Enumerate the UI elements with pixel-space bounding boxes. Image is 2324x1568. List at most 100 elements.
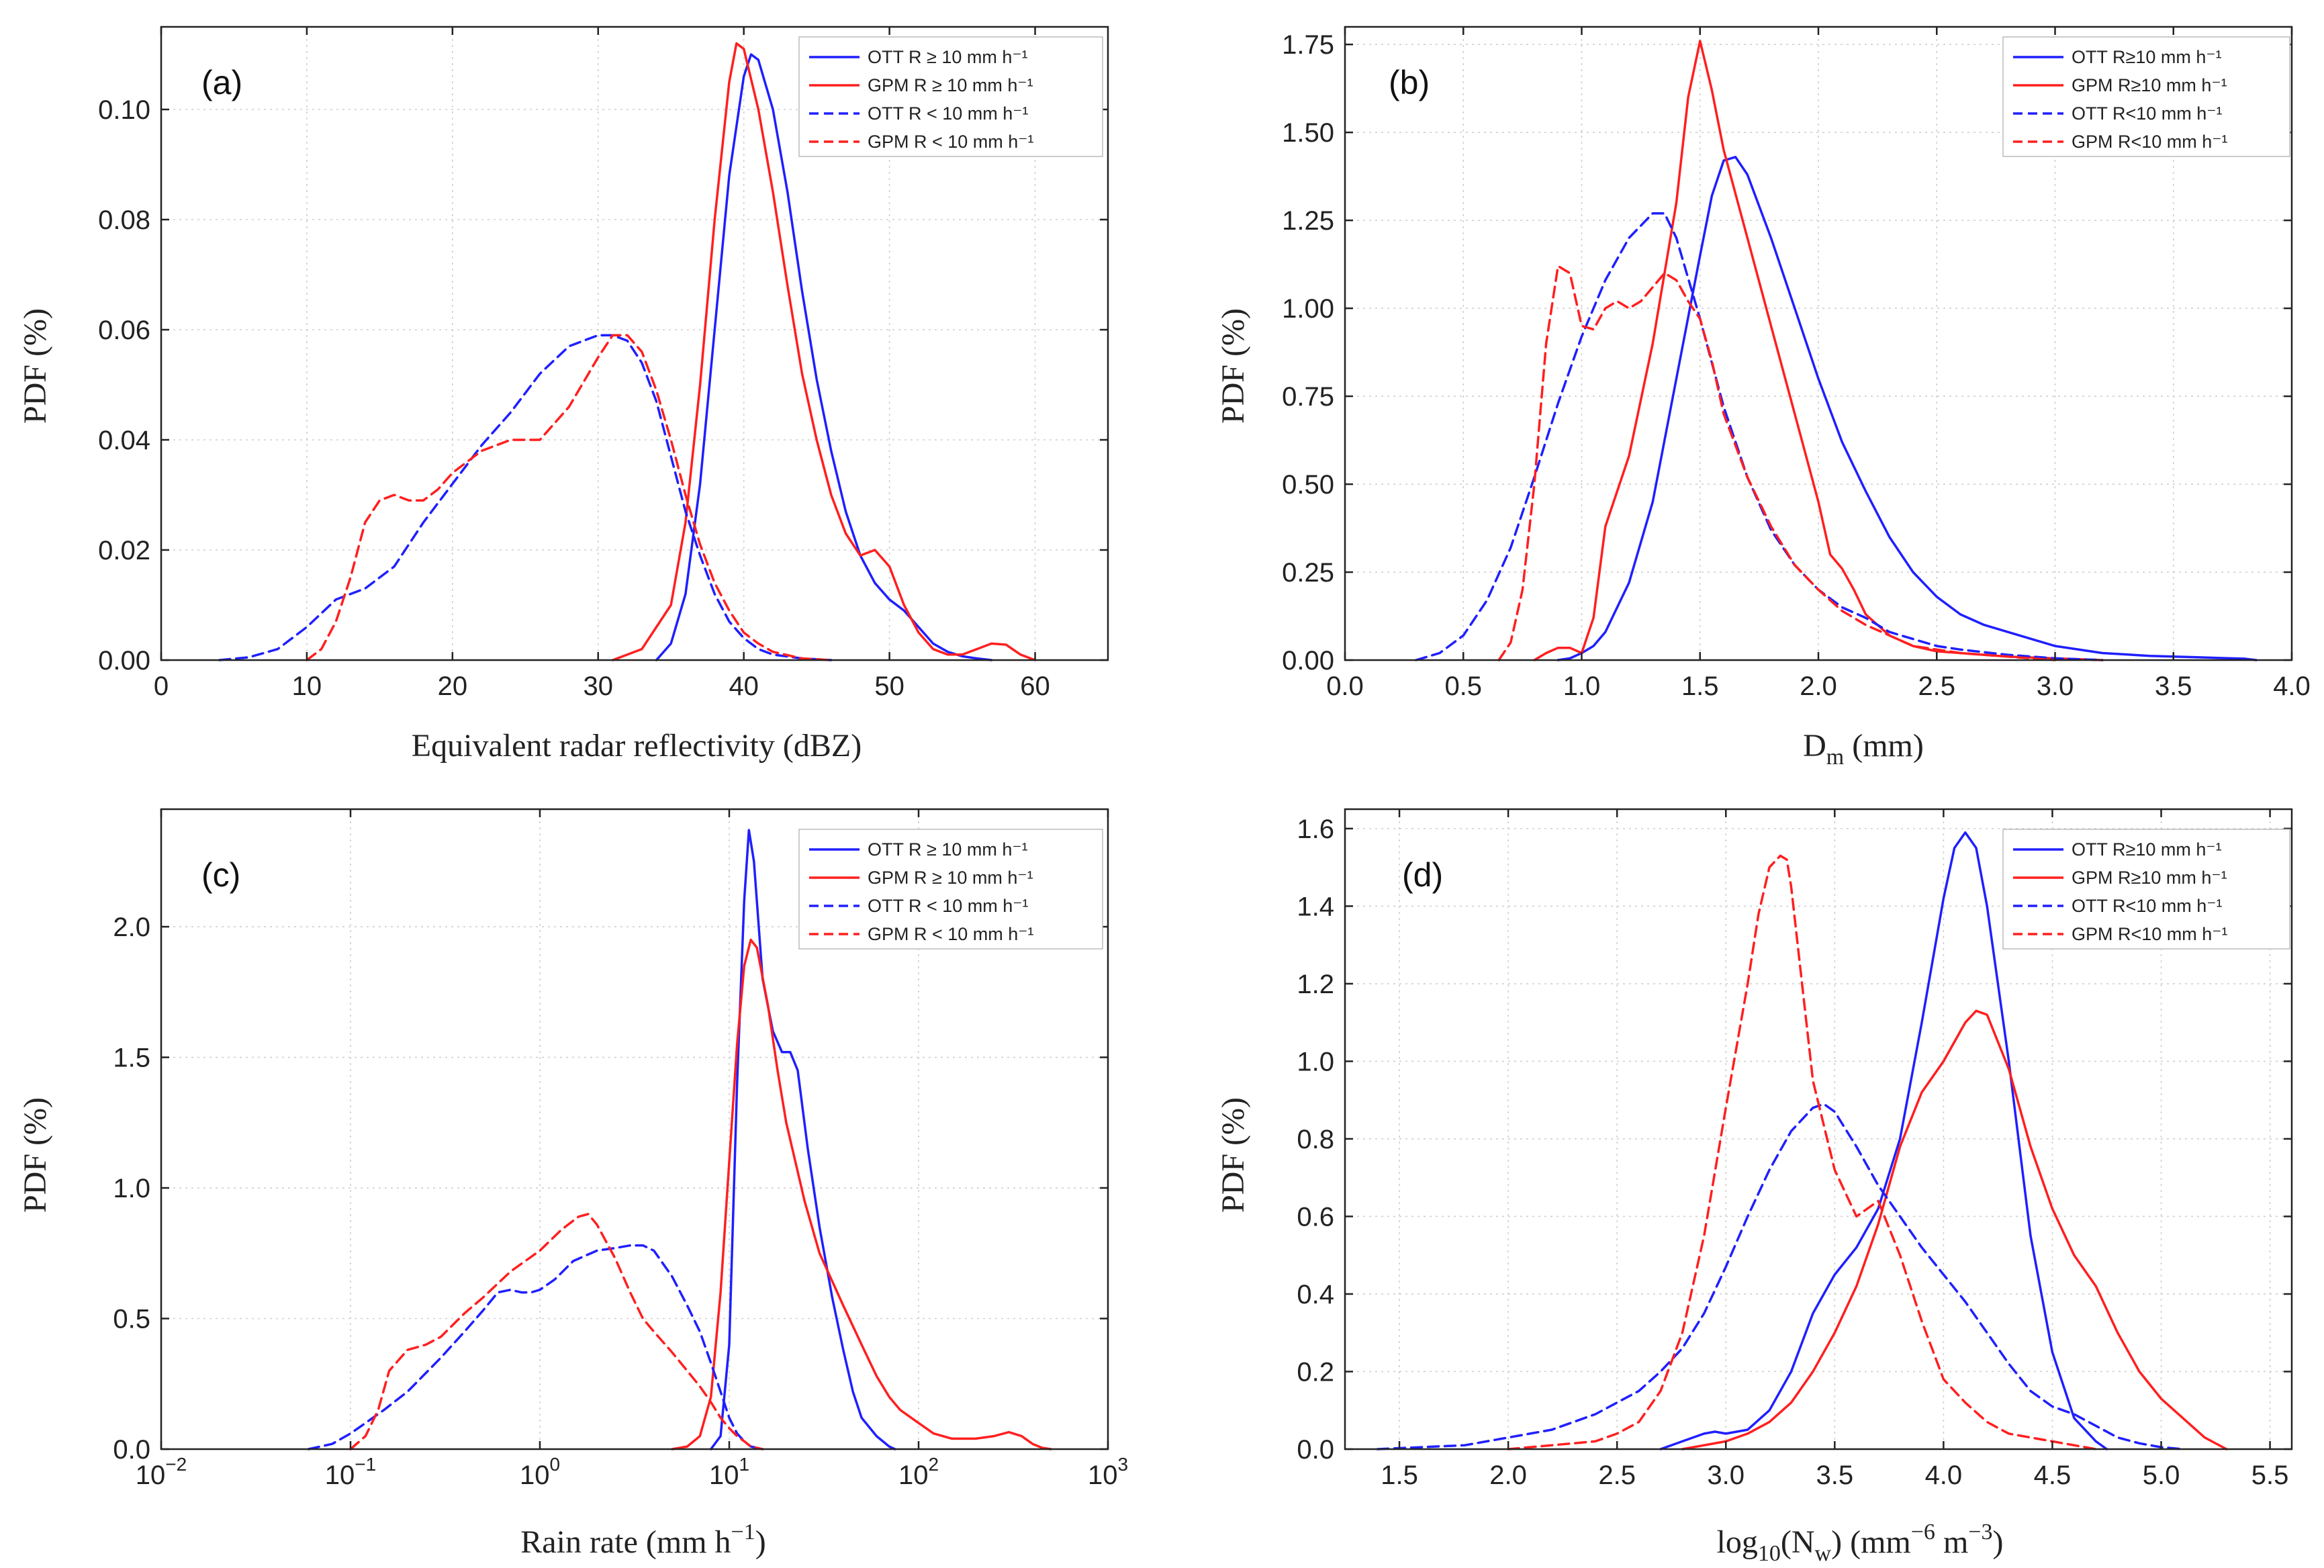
x-tick-label: 1.0 — [1563, 672, 1601, 701]
x-tick-label-exponent: 0 — [549, 1454, 560, 1475]
x-tick-label: 10 — [292, 672, 322, 701]
x-tick-label: 50 — [874, 672, 904, 701]
x-tick-label: 1.5 — [1381, 1461, 1418, 1490]
series-line-c-1 — [671, 938, 1052, 1450]
xlabel-d-part-mm: ) (mm — [1831, 1524, 1911, 1560]
xlabel-c-main: Rain rate (mm h — [520, 1524, 731, 1560]
legend-label-d-1: GPM R≥10 mm h⁻¹ — [2072, 868, 2227, 888]
x-tick-label: 101 — [709, 1454, 749, 1490]
xlabel-d-part-close: ) — [1992, 1524, 2003, 1560]
panel-label-a: (a) — [201, 64, 242, 101]
xlabel-d-part-m: m — [1935, 1524, 1968, 1560]
legend-label-c-1: GPM R ≥ 10 mm h⁻¹ — [868, 868, 1033, 888]
plot-frame-a — [160, 26, 1109, 661]
y-tick-label: 0.2 — [1297, 1357, 1334, 1387]
x-tick-label: 2.5 — [1918, 672, 1955, 701]
y-tick-label: 1.00 — [1282, 294, 1334, 324]
x-tick-label: 5.5 — [2251, 1461, 2289, 1490]
legend-label-a-2: OTT R < 10 mm h⁻¹ — [868, 103, 1029, 124]
y-tick-label: 0.00 — [1282, 646, 1334, 676]
series-line-c-2 — [307, 1244, 764, 1450]
y-tick-label: 1.4 — [1297, 892, 1334, 921]
xlabel-a: Equivalent radar reflectivity (dBZ) — [412, 728, 862, 764]
x-tick-label: 103 — [1088, 1454, 1128, 1490]
x-tick-label: 30 — [584, 672, 614, 701]
xlabel-b-main: D — [1803, 728, 1826, 764]
x-tick-label: 10−1 — [325, 1454, 376, 1490]
y-tick-label: 1.6 — [1297, 815, 1334, 844]
xlabel-c-end: ) — [755, 1524, 766, 1560]
xlabel-d: log10(Nw) (mm−6 m−3) — [1717, 1520, 2004, 1566]
x-tick-label-base: 10 — [709, 1461, 739, 1490]
y-tick-label: 1.0 — [113, 1174, 150, 1203]
x-tick-label: 60 — [1020, 672, 1050, 701]
series-line-d-3 — [1507, 854, 2098, 1450]
panel-label-b: (b) — [1389, 64, 1430, 101]
y-tick-label: 1.5 — [113, 1044, 150, 1073]
legend-a: OTT R ≥ 10 mm h⁻¹ GPM R ≥ 10 mm h⁻¹ OTT … — [798, 36, 1103, 157]
series-line-a-1 — [611, 42, 1037, 661]
legend-label-c-0: OTT R ≥ 10 mm h⁻¹ — [868, 839, 1028, 860]
legend-label-d-3: GPM R<10 mm h⁻¹ — [2072, 924, 2228, 944]
x-tick-label: 4.0 — [2273, 672, 2311, 701]
xlabel-c: Rain rate (mm h−1) — [520, 1520, 765, 1560]
legend-b: OTT R≥10 mm h⁻¹ GPM R≥10 mm h⁻¹ OTT R<10… — [2002, 36, 2290, 157]
y-tick-label: 0.06 — [98, 316, 150, 345]
y-tick-label: 1.75 — [1282, 30, 1334, 60]
x-tick-label: 0.5 — [1444, 672, 1482, 701]
x-tick-label: 5.0 — [2143, 1461, 2180, 1490]
xlabel-d-part-log: log — [1717, 1524, 1758, 1560]
panel-label-c: (c) — [201, 856, 240, 894]
y-tick-label: 1.0 — [1297, 1047, 1334, 1076]
y-tick-label: 0.8 — [1297, 1125, 1334, 1154]
series-line-d-1 — [1681, 1009, 2228, 1450]
x-tick-label-exponent: −1 — [355, 1454, 376, 1475]
ylabel-d: PDF (%) — [1215, 1097, 1251, 1213]
x-tick-label-exponent: 1 — [739, 1454, 749, 1475]
y-tick-label: 1.2 — [1297, 970, 1334, 999]
ylabel-b: PDF (%) — [1215, 308, 1251, 424]
plot-frame-d — [1344, 808, 2293, 1450]
y-tick-label: 1.25 — [1282, 206, 1334, 236]
series-line-b-1 — [1533, 40, 2104, 661]
series-line-d-2 — [1376, 1103, 2184, 1450]
y-tick-label: 0.04 — [98, 426, 150, 455]
xlabel-b-rest: (mm) — [1844, 728, 1924, 764]
x-tick-label: 3.5 — [2155, 672, 2192, 701]
legend-label-a-1: GPM R ≥ 10 mm h⁻¹ — [868, 75, 1033, 95]
legend-label-d-2: OTT R<10 mm h⁻¹ — [2072, 896, 2223, 916]
series-line-a-0 — [655, 53, 993, 661]
x-tick-label-base: 10 — [325, 1461, 355, 1490]
y-tick-label: 0.10 — [98, 95, 150, 125]
plot-frame-c — [160, 808, 1109, 1450]
y-tick-label: 1.50 — [1282, 118, 1334, 148]
x-tick-label: 40 — [729, 672, 759, 701]
y-tick-label: 0.00 — [98, 646, 150, 676]
x-tick-label-base: 10 — [1088, 1461, 1118, 1490]
y-tick-label: 0.6 — [1297, 1202, 1334, 1232]
x-tick-label: 102 — [898, 1454, 939, 1490]
panel-a: 0 10 20 30 40 50 60 0.00 0.02 0.04 0.06 0.08 0.10 (a… — [17, 26, 1109, 764]
panel-d: 1.5 2.0 2.5 3.0 3.5 4.0 4.5 5.0 5.5 0.0 0.2 0.4 0.6 0… — [1215, 808, 2293, 1566]
x-tick-label: 4.5 — [2034, 1461, 2072, 1490]
legend-label-d-0: OTT R≥10 mm h⁻¹ — [2072, 839, 2222, 860]
x-tick-label: 4.0 — [1925, 1461, 1963, 1490]
x-tick-label: 3.5 — [1816, 1461, 1854, 1490]
xlabel-d-part-n: (N — [1781, 1524, 1815, 1560]
legend-c: OTT R ≥ 10 mm h⁻¹ GPM R ≥ 10 mm h⁻¹ OTT … — [798, 829, 1103, 950]
x-tick-label-base: 10 — [136, 1461, 166, 1490]
x-tick-label: 0 — [154, 672, 169, 701]
series-line-c-3 — [349, 1213, 764, 1450]
y-tick-label: 0.0 — [113, 1435, 150, 1465]
legend-label-c-2: OTT R < 10 mm h⁻¹ — [868, 896, 1029, 916]
y-tick-label: 0.4 — [1297, 1280, 1334, 1309]
legend-label-a-3: GPM R < 10 mm h⁻¹ — [868, 132, 1034, 152]
x-tick-label: 1.5 — [1681, 672, 1719, 701]
x-tick-label-base: 10 — [520, 1461, 550, 1490]
x-tick-label: 20 — [438, 672, 468, 701]
series-line-b-3 — [1497, 265, 2057, 661]
x-tick-label-exponent: −2 — [165, 1454, 187, 1475]
x-tick-label-base: 10 — [898, 1461, 929, 1490]
